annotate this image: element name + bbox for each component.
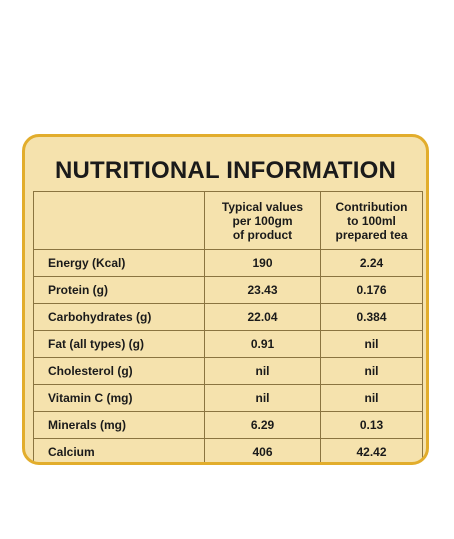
header-per-100ml-line-1: Contribution xyxy=(335,199,408,214)
table-row-minerals: Minerals (mg) 6.29 0.13 xyxy=(33,411,423,439)
table-row-energy: Energy (Kcal) 190 2.24 xyxy=(33,249,423,277)
value-per-100gm: nil xyxy=(204,357,321,385)
value-per-100ml: 42.42 xyxy=(320,438,423,462)
header-per-100gm: Typical values per 100gm of product xyxy=(204,191,321,250)
table-row-protein: Protein (g) 23.43 0.176 xyxy=(33,276,423,304)
value-per-100gm: 22.04 xyxy=(204,303,321,331)
nutrient-name: Protein (g) xyxy=(33,276,205,304)
header-per-100ml-line-2: to 100ml xyxy=(347,213,396,228)
value-per-100gm: 406 xyxy=(204,438,321,462)
table-row-calcium: Calcium 406 42.42 xyxy=(33,438,423,462)
header-per-100ml-line-3: prepared tea xyxy=(335,227,408,242)
value-per-100ml: nil xyxy=(320,330,423,358)
table-row-cholesterol: Cholesterol (g) nil nil xyxy=(33,357,423,385)
value-per-100ml: 0.176 xyxy=(320,276,423,304)
header-per-100gm-line-1: Typical values xyxy=(221,199,304,214)
nutrient-name: Calcium xyxy=(33,438,205,462)
value-per-100ml: 2.24 xyxy=(320,249,423,277)
table-row-fat: Fat (all types) (g) 0.91 nil xyxy=(33,330,423,358)
header-per-100gm-line-2: per 100gm xyxy=(232,213,293,228)
table-row-carbohydrates: Carbohydrates (g) 22.04 0.384 xyxy=(33,303,423,331)
value-per-100ml: nil xyxy=(320,384,423,412)
value-per-100gm: 190 xyxy=(204,249,321,277)
value-per-100ml: 0.13 xyxy=(320,411,423,439)
table-header-row: Typical values per 100gm of product Cont… xyxy=(33,191,423,250)
value-per-100ml: nil xyxy=(320,357,423,385)
nutrient-name: Minerals (mg) xyxy=(33,411,205,439)
nutrition-table: Typical values per 100gm of product Cont… xyxy=(33,191,423,462)
value-per-100ml: 0.384 xyxy=(320,303,423,331)
nutrient-name: Fat (all types) (g) xyxy=(33,330,205,358)
nutrient-name: Vitamin C (mg) xyxy=(33,384,205,412)
header-per-100ml: Contribution to 100ml prepared tea xyxy=(320,191,423,250)
value-per-100gm: 0.91 xyxy=(204,330,321,358)
value-per-100gm: nil xyxy=(204,384,321,412)
nutrition-label-panel: NUTRITIONAL INFORMATION Typical values p… xyxy=(22,134,429,465)
value-per-100gm: 6.29 xyxy=(204,411,321,439)
nutrient-name: Energy (Kcal) xyxy=(33,249,205,277)
header-nutrient xyxy=(33,191,205,250)
nutrient-name: Carbohydrates (g) xyxy=(33,303,205,331)
header-per-100gm-line-3: of product xyxy=(232,227,293,242)
table-row-vitamin-c: Vitamin C (mg) nil nil xyxy=(33,384,423,412)
nutrient-name: Cholesterol (g) xyxy=(33,357,205,385)
label-title: NUTRITIONAL INFORMATION xyxy=(54,157,396,184)
value-per-100gm: 23.43 xyxy=(204,276,321,304)
